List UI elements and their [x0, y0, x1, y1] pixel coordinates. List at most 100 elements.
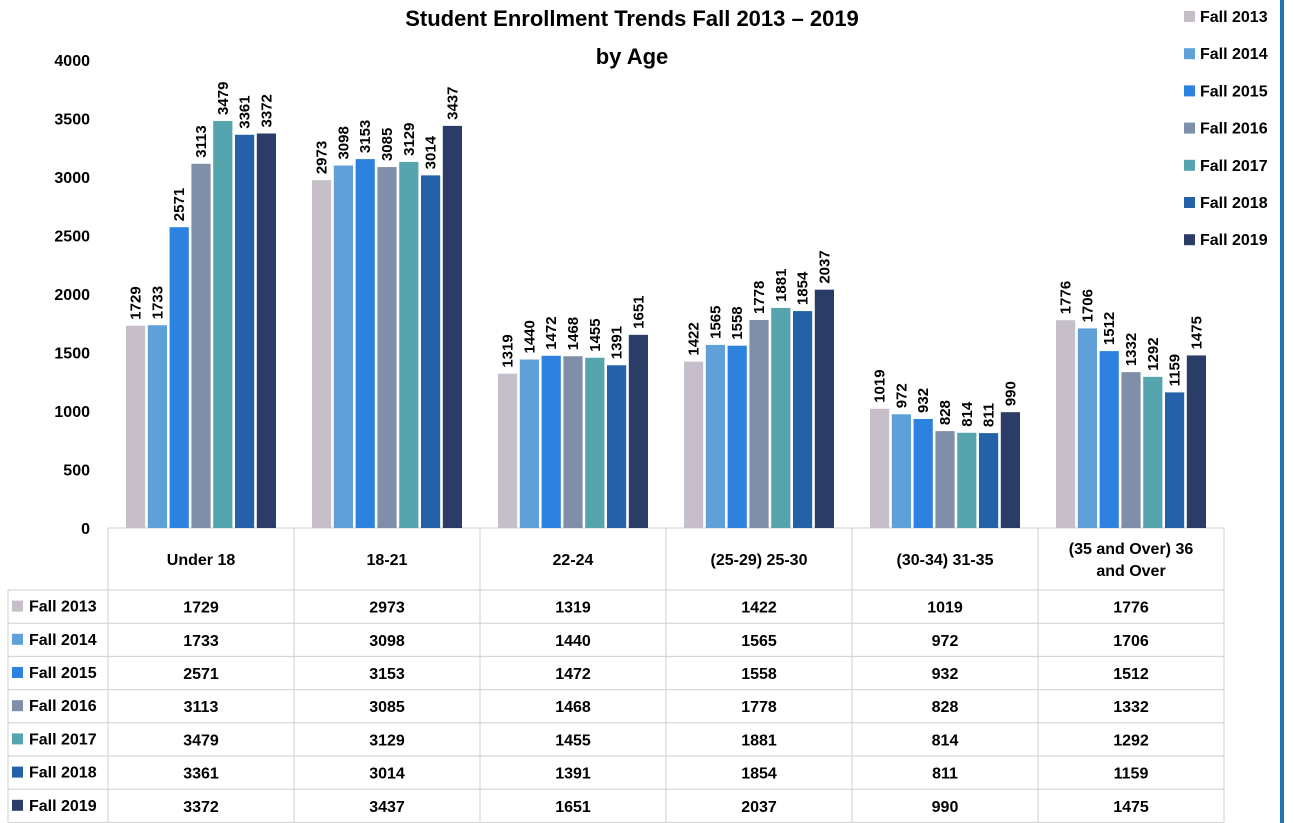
- table-row-label: Fall 2017: [29, 731, 97, 748]
- data-label: 3113: [193, 125, 210, 158]
- bar-30-34-31-35-fall-2013: [870, 408, 890, 528]
- y-tick-label: 0: [81, 521, 90, 538]
- table-cell: 1332: [1113, 699, 1149, 716]
- table-cell: 1472: [555, 666, 591, 683]
- data-label: 1468: [565, 317, 582, 350]
- bar-under-18-fall-2016: [191, 163, 211, 529]
- data-label: 2973: [314, 141, 331, 174]
- data-label: 932: [915, 388, 932, 413]
- table-cell: 3153: [369, 666, 405, 683]
- bar-under-18-fall-2019: [256, 133, 276, 528]
- y-axis: 0 500 1000 1500 2000 2500 3000 3500 4000: [54, 53, 90, 538]
- bar-30-34-31-35-fall-2017: [957, 432, 977, 528]
- table-legend-swatch: [12, 733, 23, 745]
- data-label: 1651: [630, 295, 647, 328]
- data-label: 1565: [707, 306, 724, 339]
- table-cell: 1854: [741, 766, 777, 783]
- table-cell: 811: [932, 766, 958, 783]
- bar-18-21-fall-2014: [333, 165, 353, 528]
- data-label: 814: [959, 401, 976, 427]
- table-row-label: Fall 2019: [29, 798, 97, 815]
- legend-label: Fall 2015: [1200, 83, 1268, 100]
- bar-22-24-fall-2014: [519, 359, 539, 528]
- table-legend-swatch: [12, 600, 23, 612]
- bar-30-34-31-35-fall-2019: [1000, 412, 1020, 528]
- data-label: 1558: [729, 306, 746, 339]
- data-label: 3153: [357, 120, 374, 153]
- data-label: 1292: [1145, 337, 1162, 370]
- table-cell: 1159: [1114, 766, 1149, 783]
- table-cell: 1778: [741, 699, 777, 716]
- legend-label: Fall 2013: [1200, 9, 1268, 26]
- category-label: 22-24: [553, 552, 594, 569]
- data-labels: 1729 1733 2571 3113 3479 3361 3372 2973 3098 3153…: [128, 82, 1206, 428]
- data-label: 1512: [1101, 312, 1118, 345]
- y-tick-label: 1000: [54, 404, 90, 421]
- data-label: 1319: [500, 334, 517, 367]
- bar-35-and-over-36-and-over-fall-2013: [1056, 320, 1076, 528]
- data-label: 1776: [1058, 281, 1075, 314]
- bar-22-24-fall-2018: [607, 365, 627, 528]
- table-row-label: Fall 2018: [29, 765, 97, 782]
- legend-swatch: [1184, 122, 1195, 134]
- table-legend-swatch: [12, 700, 23, 712]
- table-cell: 3361: [183, 766, 219, 783]
- bar-25-29-25-30-fall-2013: [684, 361, 704, 528]
- table-cell: 1881: [741, 732, 777, 749]
- y-tick-label: 3000: [54, 170, 90, 187]
- bar-22-24-fall-2019: [628, 334, 648, 528]
- table-cell: 3113: [184, 699, 219, 716]
- bar-22-24-fall-2016: [563, 356, 583, 528]
- table-legend-swatch: [12, 667, 23, 678]
- data-label: 972: [893, 383, 910, 408]
- data-table: Under 18 18-21 22-24 (25-29) 25-30 (30-34) 3…: [12, 541, 1193, 816]
- table-cell: 1475: [1113, 799, 1149, 816]
- legend-swatch: [1184, 234, 1195, 246]
- table-cell: 1565: [741, 633, 777, 650]
- data-label: 1706: [1079, 289, 1096, 322]
- data-label: 3085: [379, 128, 396, 161]
- data-label: 1472: [543, 316, 560, 349]
- data-label: 1455: [587, 318, 604, 351]
- data-label: 1422: [686, 322, 703, 355]
- data-label: 1332: [1123, 333, 1140, 366]
- category-label: (30-34) 31-35: [897, 552, 994, 569]
- y-tick-label: 1500: [54, 346, 90, 363]
- bar-18-21-fall-2015: [355, 159, 375, 528]
- bar-30-34-31-35-fall-2016: [935, 431, 955, 528]
- y-tick-label: 2000: [54, 287, 90, 304]
- data-label: 811: [981, 403, 998, 427]
- bar-25-29-25-30-fall-2019: [814, 289, 834, 528]
- data-label: 1881: [773, 269, 790, 302]
- category-label: (35 and Over) 36 and Over: [1069, 541, 1194, 580]
- table-cell: 1733: [183, 633, 219, 650]
- data-label: 2037: [816, 250, 833, 283]
- data-label: 1440: [521, 320, 538, 353]
- table-cell: 3437: [369, 799, 405, 816]
- bar-35-and-over-36-and-over-fall-2018: [1165, 392, 1185, 528]
- table-cell: 1422: [741, 600, 777, 617]
- table-cell: 1292: [1113, 732, 1149, 749]
- bar-18-21-fall-2019: [442, 125, 462, 528]
- bar-18-21-fall-2017: [399, 161, 419, 529]
- bar-35-and-over-36-and-over-fall-2014: [1077, 328, 1097, 528]
- data-label: 990: [1002, 381, 1019, 406]
- table-cell: 2571: [183, 666, 219, 683]
- bar-under-18-fall-2014: [147, 325, 167, 528]
- table-legend-swatch: [12, 799, 23, 811]
- table-cell: 814: [932, 732, 959, 749]
- bar-22-24-fall-2017: [585, 357, 605, 528]
- table-cell: 3085: [369, 699, 405, 716]
- data-label: 1391: [609, 326, 626, 359]
- data-label: 2571: [171, 188, 188, 221]
- table-cell: 932: [932, 666, 959, 683]
- bar-25-29-25-30-fall-2017: [771, 307, 791, 528]
- category-label: (25-29) 25-30: [711, 552, 808, 569]
- data-label: 3361: [237, 95, 254, 128]
- bar-18-21-fall-2018: [421, 175, 441, 528]
- bar-22-24-fall-2015: [541, 355, 561, 528]
- table-cell: 3372: [183, 799, 219, 816]
- table-cell: 1776: [1113, 600, 1149, 617]
- legend-swatch: [1184, 197, 1195, 208]
